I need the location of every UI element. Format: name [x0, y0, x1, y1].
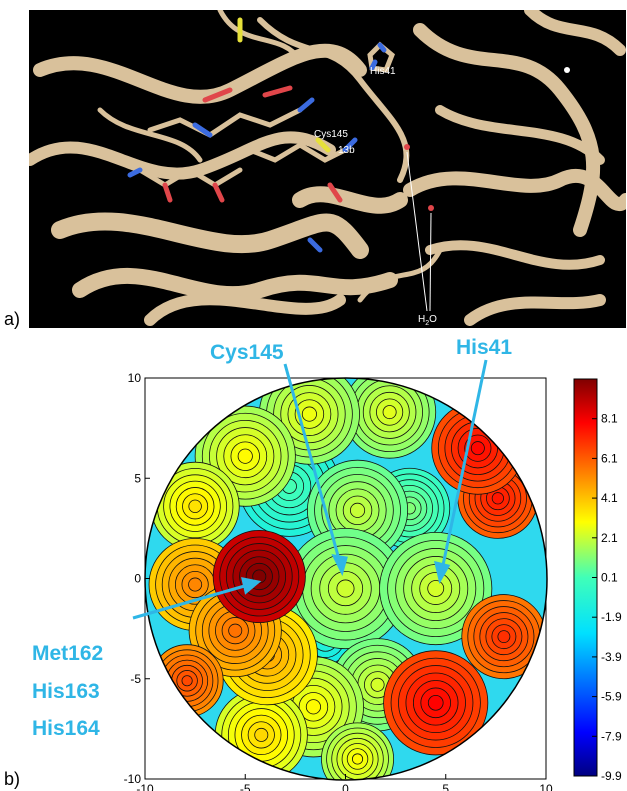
y-tick-label: -5	[130, 672, 141, 686]
axis-ticks: -10 -5 0 5 10 -10 -5 0 5 10	[124, 371, 553, 791]
contour-ring	[252, 569, 267, 584]
contour-ring	[237, 448, 253, 464]
contour-ring	[301, 406, 317, 422]
panel-b-label: b)	[4, 769, 20, 789]
callout-his41: His41	[456, 336, 512, 359]
colorbar-tick-label: -7.9	[601, 729, 622, 743]
callout-arrowhead-met162	[241, 577, 262, 595]
heatmap-disk	[145, 378, 547, 780]
water-pointer	[429, 212, 432, 312]
contour-ring	[181, 675, 193, 687]
contour-ring	[349, 502, 366, 518]
y-tick-label: 10	[128, 371, 142, 385]
contour-ring	[254, 727, 269, 742]
colorbar-tick-label: 0.1	[601, 571, 618, 585]
water-label: H2O	[418, 314, 437, 327]
heatmap-blob	[194, 405, 296, 507]
water-molecule	[428, 205, 434, 211]
callout-met162: Met162	[32, 642, 103, 665]
contour-ring	[382, 405, 397, 420]
ligand-sticks	[127, 17, 395, 253]
y-tick-label: 5	[134, 471, 141, 485]
residue-label-his41: His41	[370, 66, 396, 77]
colorbar-tick-label: -5.9	[601, 690, 622, 704]
panel-a: His41 Cys145 13b H2O a)	[4, 10, 626, 329]
y-tick-label: 0	[134, 572, 141, 586]
heatmap-blob	[461, 594, 547, 680]
colorbar: 8.1 6.1 4.1 2.1 0.1 -1.9 -3.9 -5.9 -7.9 -9.9	[573, 378, 622, 783]
contour-ring	[188, 577, 203, 592]
contour-ring	[351, 753, 364, 765]
water-molecule	[404, 144, 410, 150]
contour-ring	[427, 694, 444, 711]
x-tick-label: 10	[539, 782, 553, 791]
atom	[564, 67, 570, 73]
colorbar-tick-label: 8.1	[601, 412, 618, 426]
callout-his163: His163	[32, 680, 100, 703]
ligand-label-13b: 13b	[338, 145, 355, 156]
x-tick-label: 5	[442, 782, 449, 791]
callout-arrow-cys145	[283, 363, 342, 564]
callouts	[132, 359, 488, 620]
panel-b: -10 -5 0 5 10 -10 -5 0 5 10 8.1 6.1 4.1 2.1 0.1 -1.9 -3…	[4, 336, 622, 791]
contour-ring	[370, 677, 385, 692]
x-tick-label: 0	[342, 782, 349, 791]
colorbar-tick-label: 6.1	[601, 451, 618, 465]
contour-ring	[497, 630, 511, 644]
contour-ring	[491, 492, 505, 505]
heatmap-blob	[379, 531, 493, 646]
heatmap-blob	[150, 461, 240, 551]
callout-cys145: Cys145	[210, 341, 284, 364]
colorbar-tick-label: -1.9	[601, 610, 622, 624]
heatmap-blob	[383, 650, 489, 756]
residue-label-cys145: Cys145	[314, 129, 348, 140]
contour-ring	[305, 699, 321, 715]
heatmap-blob	[307, 459, 409, 561]
contour-ring	[188, 499, 202, 514]
contour-ring	[470, 441, 485, 456]
x-tick-label: -5	[240, 782, 251, 791]
callout-arrow-his41	[440, 359, 488, 571]
heatmap-blob	[321, 722, 395, 780]
x-tick-label: -10	[136, 782, 154, 791]
callout-arrow-met162	[132, 583, 249, 620]
colorbar-tick-label: 2.1	[601, 531, 618, 545]
water-pointer	[406, 151, 428, 312]
colorbar-tick-label: -9.9	[601, 769, 622, 783]
colorbar-tick-label: 4.1	[601, 491, 618, 505]
heatmap-blob	[212, 529, 306, 624]
y-tick-label: -10	[124, 772, 142, 786]
contour-ring	[228, 623, 243, 638]
contour-ring	[336, 579, 355, 598]
colorbar-tick-label: -3.9	[601, 650, 622, 664]
panel-a-label: a)	[4, 309, 20, 329]
contour-ring	[427, 580, 445, 597]
callout-arrowhead-his41	[433, 560, 451, 585]
callout-arrowhead-cys145	[331, 554, 348, 577]
callout-his164: His164	[32, 717, 100, 740]
